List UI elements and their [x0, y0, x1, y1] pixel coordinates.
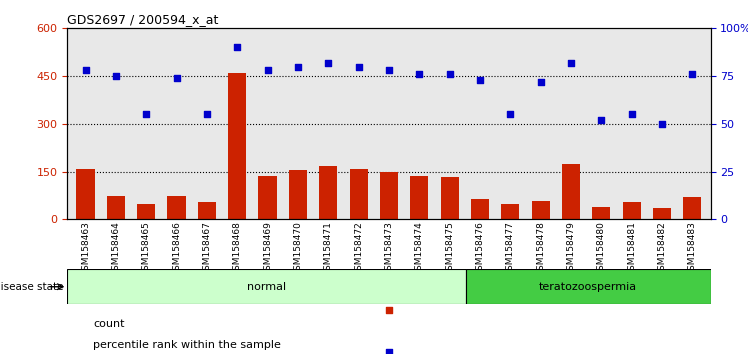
Text: GSM158475: GSM158475 [445, 222, 454, 276]
Bar [107, 195, 125, 219]
Text: normal: normal [247, 282, 286, 292]
Text: GDS2697 / 200594_x_at: GDS2697 / 200594_x_at [67, 13, 218, 26]
Text: percentile rank within the sample: percentile rank within the sample [93, 340, 281, 350]
Point [110, 73, 122, 79]
Bar [410, 176, 429, 219]
Text: GSM158470: GSM158470 [293, 222, 302, 276]
Text: GSM158474: GSM158474 [415, 222, 424, 276]
Bar [289, 170, 307, 219]
Text: GSM158476: GSM158476 [476, 222, 485, 276]
Bar [471, 199, 489, 219]
Point [201, 112, 213, 117]
Bar [562, 164, 580, 219]
Text: GSM158467: GSM158467 [203, 222, 212, 276]
Bar [532, 201, 550, 219]
Bar [622, 202, 641, 219]
Bar [592, 207, 610, 219]
Text: GSM158465: GSM158465 [141, 222, 150, 276]
Text: GSM158473: GSM158473 [384, 222, 393, 276]
Text: GSM158480: GSM158480 [597, 222, 606, 276]
Text: GSM158478: GSM158478 [536, 222, 545, 276]
Text: GSM158477: GSM158477 [506, 222, 515, 276]
FancyBboxPatch shape [67, 269, 465, 304]
FancyBboxPatch shape [465, 269, 711, 304]
Text: GSM158479: GSM158479 [566, 222, 575, 276]
Text: GSM158469: GSM158469 [263, 222, 272, 276]
Text: GSM158482: GSM158482 [657, 222, 666, 276]
Bar [380, 172, 398, 219]
Bar [137, 204, 156, 219]
Point [444, 72, 456, 77]
Text: GSM158468: GSM158468 [233, 222, 242, 276]
Text: GSM158464: GSM158464 [111, 222, 120, 276]
Bar [228, 73, 246, 219]
Point [383, 68, 395, 73]
Bar [197, 202, 216, 219]
Point [383, 307, 395, 313]
Bar [501, 204, 519, 219]
Bar [653, 208, 671, 219]
Bar [349, 169, 368, 219]
Text: GSM158471: GSM158471 [324, 222, 333, 276]
Point [79, 68, 91, 73]
Point [322, 60, 334, 65]
Bar [319, 166, 337, 219]
Text: GSM158481: GSM158481 [628, 222, 637, 276]
Point [292, 64, 304, 69]
Point [535, 79, 547, 85]
Text: GSM158463: GSM158463 [81, 222, 90, 276]
Bar [441, 177, 459, 219]
Point [626, 112, 638, 117]
Point [687, 72, 699, 77]
Point [414, 72, 426, 77]
Point [231, 45, 243, 50]
Point [262, 68, 274, 73]
Text: GSM158466: GSM158466 [172, 222, 181, 276]
Point [352, 64, 364, 69]
Point [565, 60, 577, 65]
Point [504, 112, 516, 117]
Point [595, 117, 607, 123]
Bar [76, 169, 95, 219]
Bar [259, 176, 277, 219]
Text: teratozoospermia: teratozoospermia [539, 282, 637, 292]
Point [171, 75, 183, 81]
Bar [168, 195, 186, 219]
Point [474, 77, 486, 83]
Bar [683, 197, 702, 219]
Text: count: count [93, 319, 125, 329]
Point [656, 121, 668, 127]
Point [383, 349, 395, 354]
Text: disease state: disease state [0, 282, 64, 292]
Text: GSM158472: GSM158472 [354, 222, 363, 276]
Text: GSM158483: GSM158483 [688, 222, 697, 276]
Point [140, 112, 152, 117]
